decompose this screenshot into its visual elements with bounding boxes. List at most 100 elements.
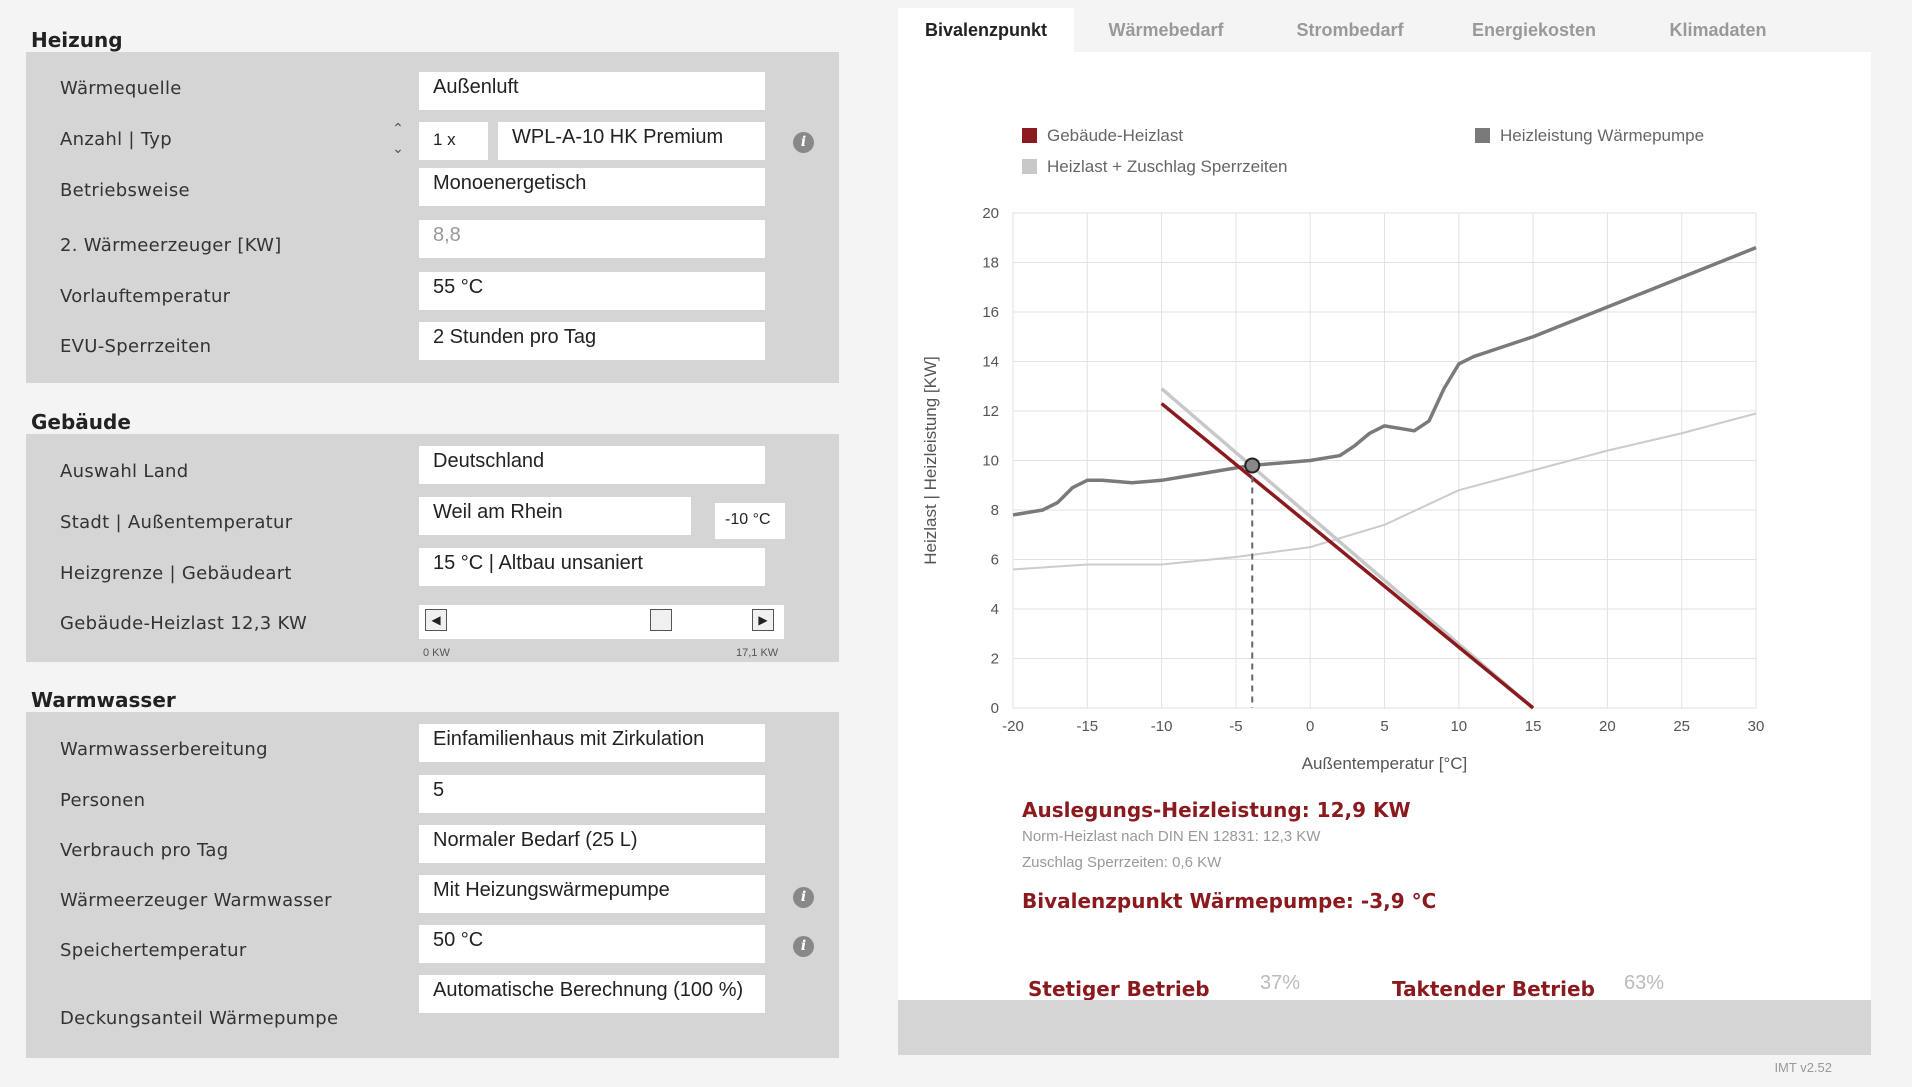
x-tick-label: 0 — [1306, 718, 1314, 735]
warmwasser-panel: Warmwasserbereitung Einfamilienhaus mit … — [26, 712, 839, 1058]
y-tick-label: 10 — [982, 453, 999, 470]
section-title-gebaeude: Gebäude — [31, 410, 131, 434]
x-tick-label: 15 — [1525, 718, 1542, 735]
y-tick-label: 6 — [991, 552, 999, 569]
personen-input[interactable]: 5 — [419, 775, 765, 813]
series-heizleistung-waermepumpe — [1012, 246, 1757, 517]
bivalence-point-marker — [1244, 457, 1261, 474]
chevron-up-icon[interactable]: ⌃ — [392, 121, 404, 137]
gebaeude-panel: Auswahl Land Deutschland Stadt | Außente… — [26, 434, 839, 662]
tab-energiekosten[interactable]: Energiekosten — [1471, 20, 1597, 40]
waermequelle-select[interactable]: Außenluft — [419, 72, 765, 110]
x-tick-label: -20 — [1002, 718, 1024, 735]
tab-waermebedarf[interactable]: Wärmebedarf — [1108, 20, 1224, 40]
label-vorlauftemperatur: Vorlauftemperatur — [60, 286, 231, 307]
y-tick-label: 2 — [991, 651, 999, 668]
bivalence-chart: Gebäude-Heizlast Heizleistung Wärmepumpe H… — [921, 126, 1765, 773]
stetiger-betrieb-value: 37% — [1260, 972, 1301, 994]
y-tick-label: 12 — [982, 403, 999, 420]
label-personen: Personen — [60, 790, 146, 811]
anzahl-input[interactable]: 1 x — [419, 122, 488, 160]
verbrauch-select[interactable]: Normaler Bedarf (25 L) — [419, 825, 765, 863]
label-betriebsweise: Betriebsweise — [60, 180, 190, 201]
evu-sperrzeiten-select[interactable]: 2 Stunden pro Tag — [419, 322, 765, 360]
label-deckungsanteil: Deckungsanteil Wärmepumpe — [60, 1008, 339, 1029]
y-tick-label: 0 — [991, 700, 999, 717]
footer-bar — [898, 1000, 1871, 1055]
series-waermepumpe-untergrenze — [1012, 412, 1757, 571]
label-gebaeude-heizlast: Gebäude-Heizlast 12,3 KW — [60, 613, 308, 634]
slider-max-button[interactable]: ▶ — [752, 609, 774, 631]
y-axis-label: Heizlast | Heizleistung [KW] — [921, 356, 940, 564]
label-evu-sperrzeiten: EVU-Sperrzeiten — [60, 336, 212, 357]
legend-label: Heizleistung Wärmepumpe — [1500, 126, 1704, 145]
auslegung-heizleistung: Auslegungs-Heizleistung: 12,9 KW — [1022, 798, 1411, 822]
label-waermequelle: Wärmequelle — [60, 78, 182, 99]
version-label: IMT v2.52 — [1774, 1060, 1832, 1075]
chevron-down-icon[interactable]: ⌄ — [392, 141, 404, 157]
aussentemperatur-value: -10 °C — [715, 503, 785, 539]
typ-select[interactable]: WPL-A-10 HK Premium — [498, 122, 765, 160]
x-tick-label: -5 — [1229, 718, 1242, 735]
slider-max-label: 17,1 KW — [736, 647, 779, 659]
heizung-panel: Wärmequelle Außenluft Anzahl | Typ ⌃ ⌄ 1… — [26, 52, 839, 383]
y-tick-label: 8 — [991, 502, 999, 519]
label-heizgrenze-gebaeudeart: Heizgrenze | Gebäudeart — [60, 563, 292, 584]
stadt-select[interactable]: Weil am Rhein — [419, 497, 691, 535]
x-tick-label: -10 — [1151, 718, 1173, 735]
tab-strombedarf[interactable]: Strombedarf — [1296, 20, 1404, 40]
settings-panel: Heizung Wärmequelle Außenluft Anzahl | T… — [0, 0, 850, 1087]
label-speichertemperatur: Speichertemperatur — [60, 940, 247, 961]
label-waermeerzeuger-warmwasser: Wärmeerzeuger Warmwasser — [60, 890, 332, 911]
tab-klimadaten[interactable]: Klimadaten — [1669, 20, 1767, 40]
x-tick-label: -15 — [1076, 718, 1098, 735]
warmwasserbereitung-select[interactable]: Einfamilienhaus mit Zirkulation — [419, 724, 765, 762]
y-tick-label: 14 — [982, 354, 999, 371]
section-title-heizung: Heizung — [31, 28, 123, 52]
legend-swatch — [1022, 128, 1037, 143]
label-warmwasserbereitung: Warmwasserbereitung — [60, 739, 268, 760]
taktender-betrieb-label: Taktender Betrieb — [1392, 977, 1595, 1001]
betriebsweise-select[interactable]: Monoenergetisch — [419, 168, 765, 206]
x-tick-label: 20 — [1599, 718, 1616, 735]
label-zweiter-waermeerzeuger: 2. Wärmeerzeuger [KW] — [60, 235, 282, 256]
series-heizlast-zuschlag — [1160, 387, 1535, 710]
label-auswahl-land: Auswahl Land — [60, 461, 189, 482]
section-title-warmwasser: Warmwasser — [31, 688, 176, 712]
speichertemperatur-select[interactable]: 50 °C — [419, 925, 765, 963]
series-gebaeude-heizlast — [1160, 402, 1535, 710]
y-tick-label: 4 — [991, 601, 999, 618]
label-verbrauch-pro-tag: Verbrauch pro Tag — [60, 840, 229, 861]
info-icon[interactable]: i — [793, 132, 814, 153]
deckungsanteil-select[interactable]: Automatische Berechnung (100 %) — [419, 975, 765, 1013]
bivalenzpunkt-result: Bivalenzpunkt Wärmepumpe: -3,9 °C — [1022, 889, 1437, 913]
slider-thumb[interactable] — [649, 609, 672, 631]
taktender-betrieb-value: 63% — [1624, 972, 1665, 994]
zuschlag-sperrzeiten: Zuschlag Sperrzeiten: 0,6 KW — [1022, 854, 1222, 871]
x-tick-label: 30 — [1748, 718, 1765, 735]
legend-label: Heizlast + Zuschlag Sperrzeiten — [1047, 157, 1287, 176]
zweiter-waermeerzeuger-input[interactable]: 8,8 — [419, 220, 765, 258]
info-icon[interactable]: i — [793, 936, 814, 957]
y-tick-label: 16 — [982, 304, 999, 321]
tab-content: Gebäude-Heizlast Heizleistung Wärmepumpe H… — [898, 52, 1871, 1002]
x-axis-label: Außentemperatur [°C] — [1302, 754, 1468, 773]
tab-bivalenzpunkt[interactable]: Bivalenzpunkt — [898, 8, 1074, 52]
info-icon[interactable]: i — [793, 887, 814, 908]
legend-swatch — [1475, 128, 1490, 143]
vorlauftemperatur-select[interactable]: 55 °C — [419, 272, 765, 310]
x-tick-label: 25 — [1673, 718, 1690, 735]
slider-min-label: 0 KW — [423, 647, 450, 659]
y-tick-label: 20 — [982, 205, 999, 222]
legend-swatch — [1022, 159, 1037, 174]
x-tick-label: 10 — [1450, 718, 1467, 735]
land-select[interactable]: Deutschland — [419, 446, 765, 484]
slider-min-button[interactable]: ◀ — [425, 609, 447, 631]
norm-heizlast: Norm-Heizlast nach DIN EN 12831: 12,3 KW — [1022, 828, 1321, 845]
tab-bar: Bivalenzpunkt Wärmebedarf Strombedarf En… — [898, 8, 1871, 52]
label-stadt-aussentemperatur: Stadt | Außentemperatur — [60, 512, 293, 533]
waermeerzeuger-warmwasser-select[interactable]: Mit Heizungswärmepumpe — [419, 875, 765, 913]
heizlast-slider[interactable]: ◀ ▶ — [419, 605, 784, 639]
heizgrenze-select[interactable]: 15 °C | Altbau unsaniert — [419, 548, 765, 586]
label-anzahl-typ: Anzahl | Typ — [60, 129, 172, 150]
